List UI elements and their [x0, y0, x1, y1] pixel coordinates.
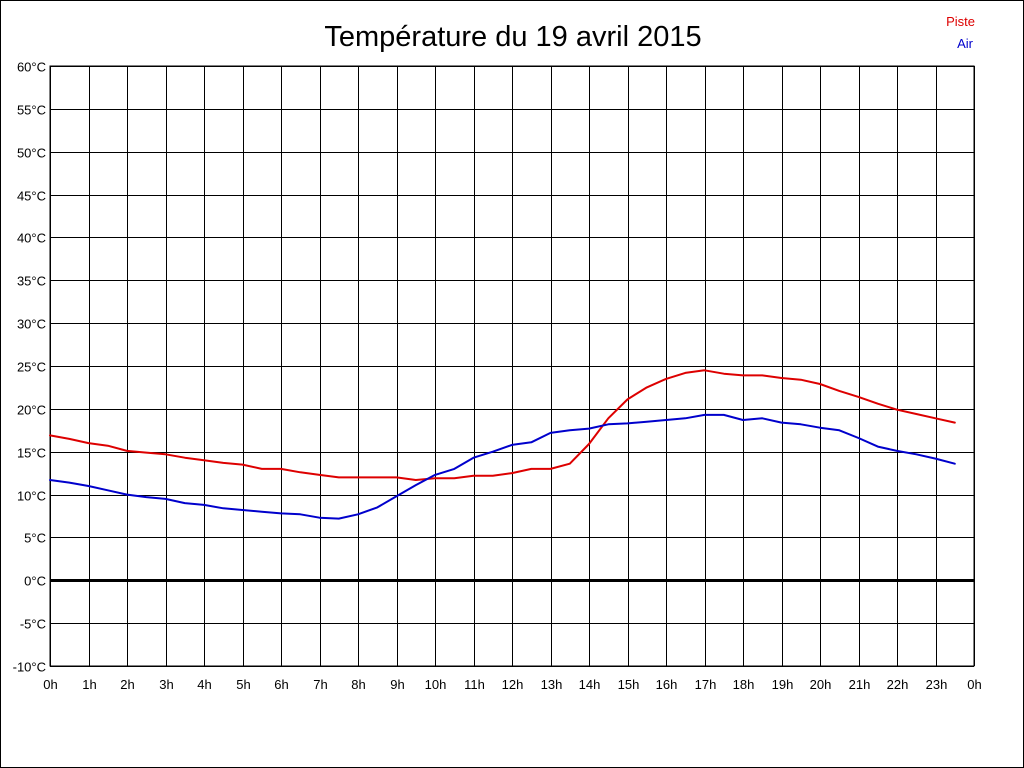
- legend-air: Air: [957, 36, 974, 51]
- y-tick-label: 55°C: [17, 103, 46, 118]
- series-lines: [49, 369, 956, 520]
- x-tick-label: 20h: [810, 677, 832, 692]
- x-tick-label: 4h: [197, 677, 211, 692]
- y-tick-label: 35°C: [17, 274, 46, 289]
- x-tick-label: 1h: [82, 677, 96, 692]
- y-tick-label: 60°C: [17, 60, 46, 75]
- y-tick-label: 15°C: [17, 446, 46, 461]
- y-tick-label: 45°C: [17, 189, 46, 204]
- x-tick-label: 10h: [425, 677, 447, 692]
- chart-title: Température du 19 avril 2015: [324, 21, 701, 53]
- y-tick-label: 20°C: [17, 403, 46, 418]
- x-tick-label: 6h: [274, 677, 288, 692]
- x-tick-label: 19h: [772, 677, 794, 692]
- y-tick-label: 50°C: [17, 146, 46, 161]
- series-line-piste: [49, 369, 956, 481]
- y-tick-label: 0°C: [24, 574, 46, 589]
- x-tick-label: 8h: [351, 677, 365, 692]
- series-line-air: [49, 413, 956, 520]
- x-tick-label: 0h: [967, 677, 981, 692]
- x-tick-label: 13h: [541, 677, 563, 692]
- y-tick-label: 5°C: [24, 531, 46, 546]
- y-tick-label: 25°C: [17, 360, 46, 375]
- y-tick-label: -5°C: [20, 617, 46, 632]
- x-tick-label: 2h: [120, 677, 134, 692]
- x-tick-label: 7h: [313, 677, 327, 692]
- grid: [49, 65, 975, 667]
- y-axis-ticks: -10°C -5°C 0°C 5°C 10°C 15°C 20°C 25°C 30°C 35°C 4…: [13, 60, 46, 675]
- x-tick-label: 23h: [926, 677, 948, 692]
- y-tick-label: 10°C: [17, 489, 46, 504]
- y-tick-label: 40°C: [17, 231, 46, 246]
- x-tick-label: 17h: [695, 677, 717, 692]
- x-tick-label: 18h: [733, 677, 755, 692]
- y-tick-label: 30°C: [17, 317, 46, 332]
- x-tick-label: 22h: [887, 677, 909, 692]
- x-tick-label: 5h: [236, 677, 250, 692]
- legend-piste: Piste: [946, 14, 975, 29]
- x-tick-label: 12h: [502, 677, 524, 692]
- x-tick-label: 15h: [618, 677, 640, 692]
- x-tick-label: 14h: [579, 677, 601, 692]
- x-axis-ticks: 0h 1h 2h 3h 4h 5h 6h 7h 8h 9h 10h 11h 12h 13h 14h 15h 16…: [43, 677, 981, 692]
- x-tick-label: 9h: [390, 677, 404, 692]
- x-tick-label: 21h: [849, 677, 871, 692]
- x-tick-label: 3h: [159, 677, 173, 692]
- x-tick-label: 11h: [464, 677, 485, 692]
- x-tick-label: 16h: [656, 677, 678, 692]
- x-tick-label: 0h: [43, 677, 57, 692]
- y-tick-label: -10°C: [13, 660, 46, 675]
